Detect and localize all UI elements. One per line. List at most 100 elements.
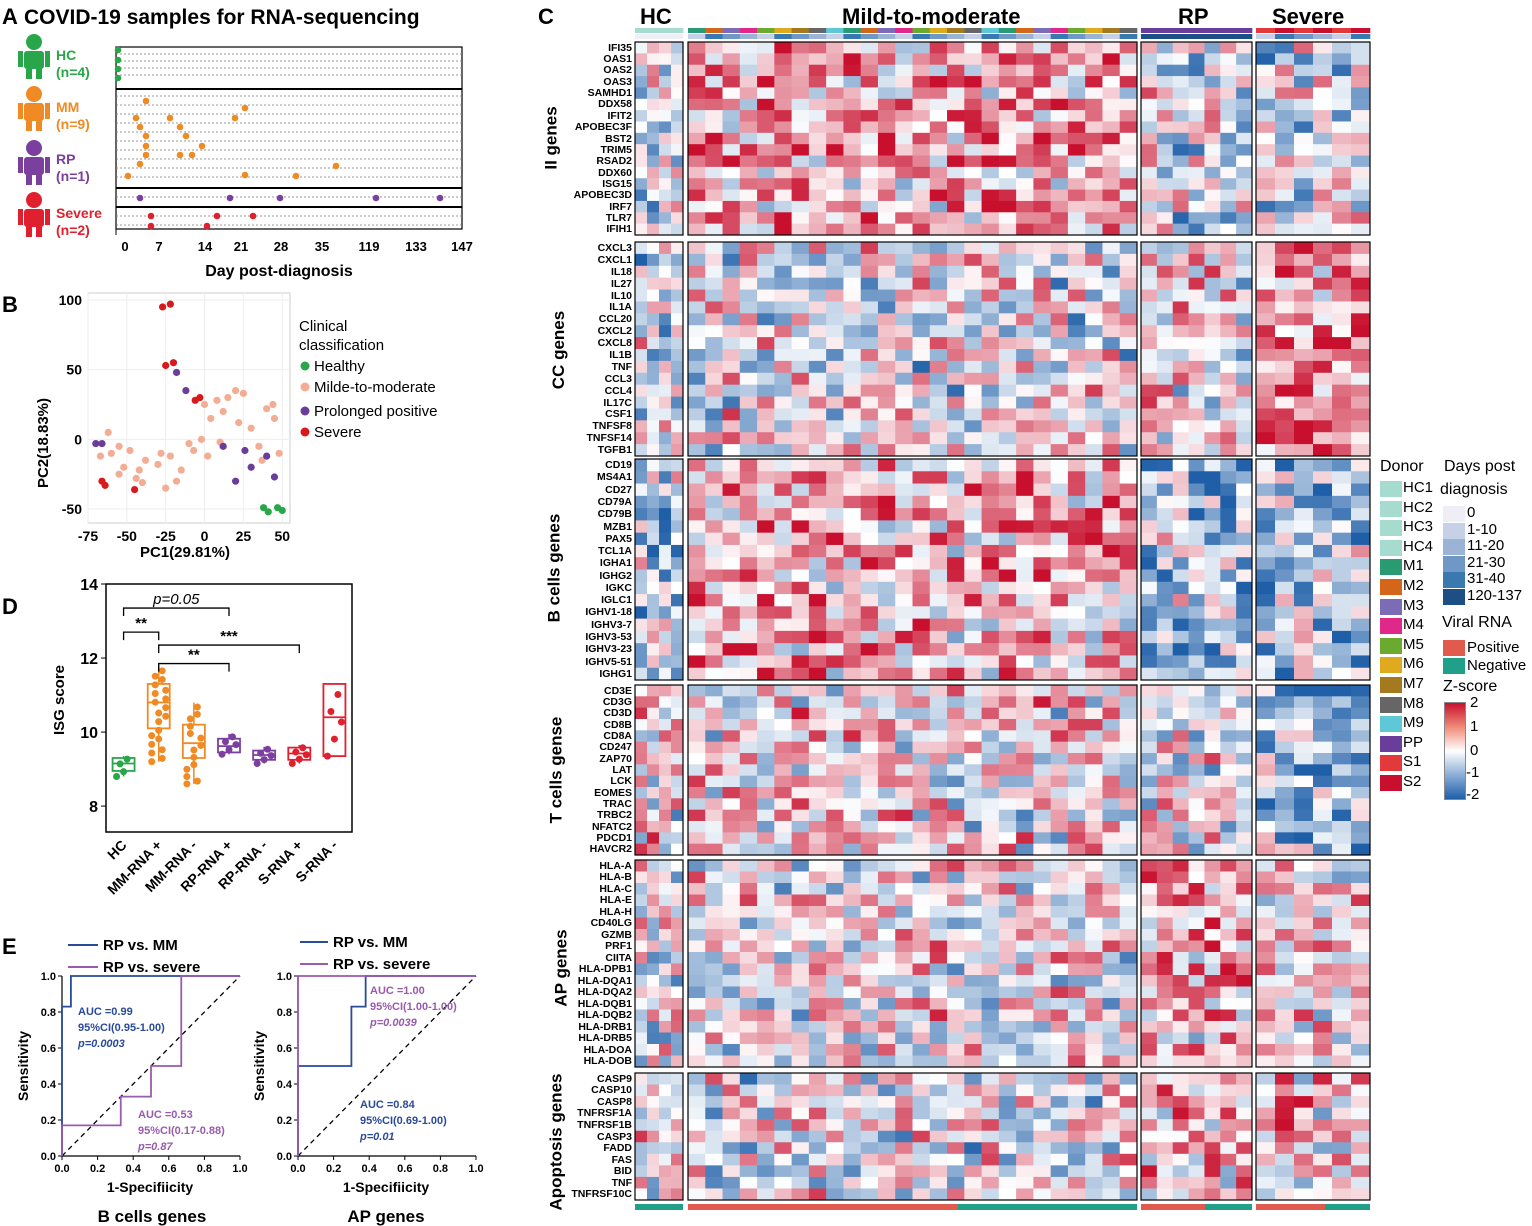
panel-b-label: B — [2, 292, 18, 317]
a-xtick-7: 133 — [405, 239, 427, 254]
c-rowgroup-1: CC genes — [549, 310, 569, 390]
heatmap-cell — [739, 764, 758, 777]
heatmap-cell — [774, 1165, 793, 1178]
heatmap-cell — [998, 917, 1017, 930]
heatmap-cell — [647, 223, 660, 236]
heatmap-cell — [1236, 952, 1253, 964]
heatmap-cell — [688, 459, 706, 472]
heatmap-cell — [1313, 1021, 1333, 1033]
box-point — [148, 758, 156, 766]
heatmap-cell — [843, 569, 862, 583]
heatmap-cell — [1204, 144, 1221, 156]
heatmap-cell — [757, 906, 775, 918]
heatmap-cell — [860, 929, 879, 941]
heatmap-cell — [1313, 301, 1333, 314]
heatmap-cell — [1294, 178, 1314, 190]
heatmap-cell — [1156, 349, 1174, 362]
heatmap-cell — [1204, 1073, 1221, 1085]
heatmap-cell — [1256, 871, 1276, 884]
donor-legend-label: M5 — [1403, 635, 1424, 653]
heatmap-cell — [998, 384, 1017, 397]
heatmap-cell — [1332, 940, 1352, 953]
heatmap-cell — [860, 200, 879, 213]
heatmap-cell — [1332, 952, 1352, 964]
heatmap-cell — [791, 98, 810, 111]
heatmap-cell — [1256, 313, 1276, 326]
heatmap-cell — [635, 178, 648, 190]
heatmap-cell — [791, 667, 810, 681]
heatmap-cell — [826, 544, 844, 558]
heatmap-cell — [1256, 963, 1276, 976]
heatmap-cell — [860, 325, 879, 338]
heatmap-cell — [860, 520, 879, 534]
heatmap-cell — [705, 917, 723, 930]
heatmap-cell — [808, 655, 827, 669]
heatmap-cell — [1256, 1153, 1276, 1166]
heatmap-cell — [1033, 1153, 1052, 1166]
heatmap-cell — [1204, 76, 1221, 88]
heatmap-cell — [1220, 277, 1237, 290]
heatmap-cell — [1085, 1009, 1103, 1022]
heatmap-cell — [877, 495, 896, 509]
heatmap-cell — [722, 1073, 741, 1085]
heatmap-cell — [1220, 1153, 1237, 1166]
heatmap-cell — [671, 1188, 684, 1201]
heatmap-cell — [808, 606, 827, 620]
heatmap-cell — [1172, 618, 1189, 632]
heatmap-cell — [1351, 667, 1371, 681]
heatmap-cell — [860, 1107, 879, 1120]
e-right-legend-1: RP vs. MM — [333, 934, 408, 951]
heatmap-cell — [1050, 301, 1069, 314]
heatmap-cell — [1351, 265, 1371, 279]
heatmap-cell — [1102, 1044, 1121, 1056]
donor-annotation-cell — [659, 28, 672, 33]
heatmap-cell — [1294, 200, 1314, 213]
heatmap-cell — [705, 843, 723, 856]
roc-ytick: 0.6 — [41, 1043, 56, 1055]
heatmap-cell — [1351, 337, 1371, 350]
heatmap-cell — [843, 313, 862, 326]
heatmap-cell — [808, 53, 827, 66]
heatmap-cell — [947, 798, 965, 811]
heatmap-cell — [1156, 685, 1174, 697]
box-point — [120, 768, 128, 776]
box-point — [116, 760, 124, 768]
heatmap-cell — [1033, 384, 1052, 397]
heatmap-cell — [722, 894, 741, 907]
heatmap-cell — [671, 384, 684, 397]
heatmap-cell — [964, 655, 982, 669]
heatmap-cell — [635, 1165, 648, 1178]
heatmap-cell — [739, 606, 758, 620]
heatmap-cell — [647, 360, 660, 374]
heatmap-cell — [688, 1153, 706, 1166]
heatmap-cell — [1220, 871, 1237, 884]
heatmap-cell — [947, 87, 965, 100]
heatmap-cell — [671, 1130, 684, 1143]
heatmap-cell — [1204, 337, 1221, 350]
hc-person-icon — [18, 34, 50, 79]
heatmap-cell — [791, 432, 810, 445]
heatmap-cell — [635, 132, 648, 145]
heatmap-cell — [1256, 1142, 1276, 1155]
heatmap-cell — [1256, 764, 1276, 777]
pca-point — [132, 474, 140, 482]
heatmap-cell — [1102, 459, 1121, 472]
heatmap-cell — [1016, 917, 1034, 930]
heatmap-cell — [705, 594, 723, 607]
heatmap-cell — [1102, 719, 1121, 731]
gene-label: IL17C — [603, 396, 632, 409]
heatmap-cell — [1172, 821, 1189, 833]
pca-point — [185, 439, 193, 448]
heatmap-cell — [1033, 707, 1052, 720]
heatmap-cell — [1188, 313, 1205, 326]
heatmap-cell — [1067, 696, 1086, 709]
donor-legend-label: M2 — [1403, 577, 1424, 594]
heatmap-cell — [688, 76, 706, 88]
heatmap-cell — [1294, 544, 1314, 558]
heatmap-cell — [722, 444, 741, 457]
heatmap-cell — [895, 894, 913, 907]
heatmap-cell — [947, 1032, 965, 1045]
pca-point — [196, 393, 204, 402]
heatmap-cell — [1085, 764, 1103, 777]
heatmap-cell — [929, 532, 948, 546]
